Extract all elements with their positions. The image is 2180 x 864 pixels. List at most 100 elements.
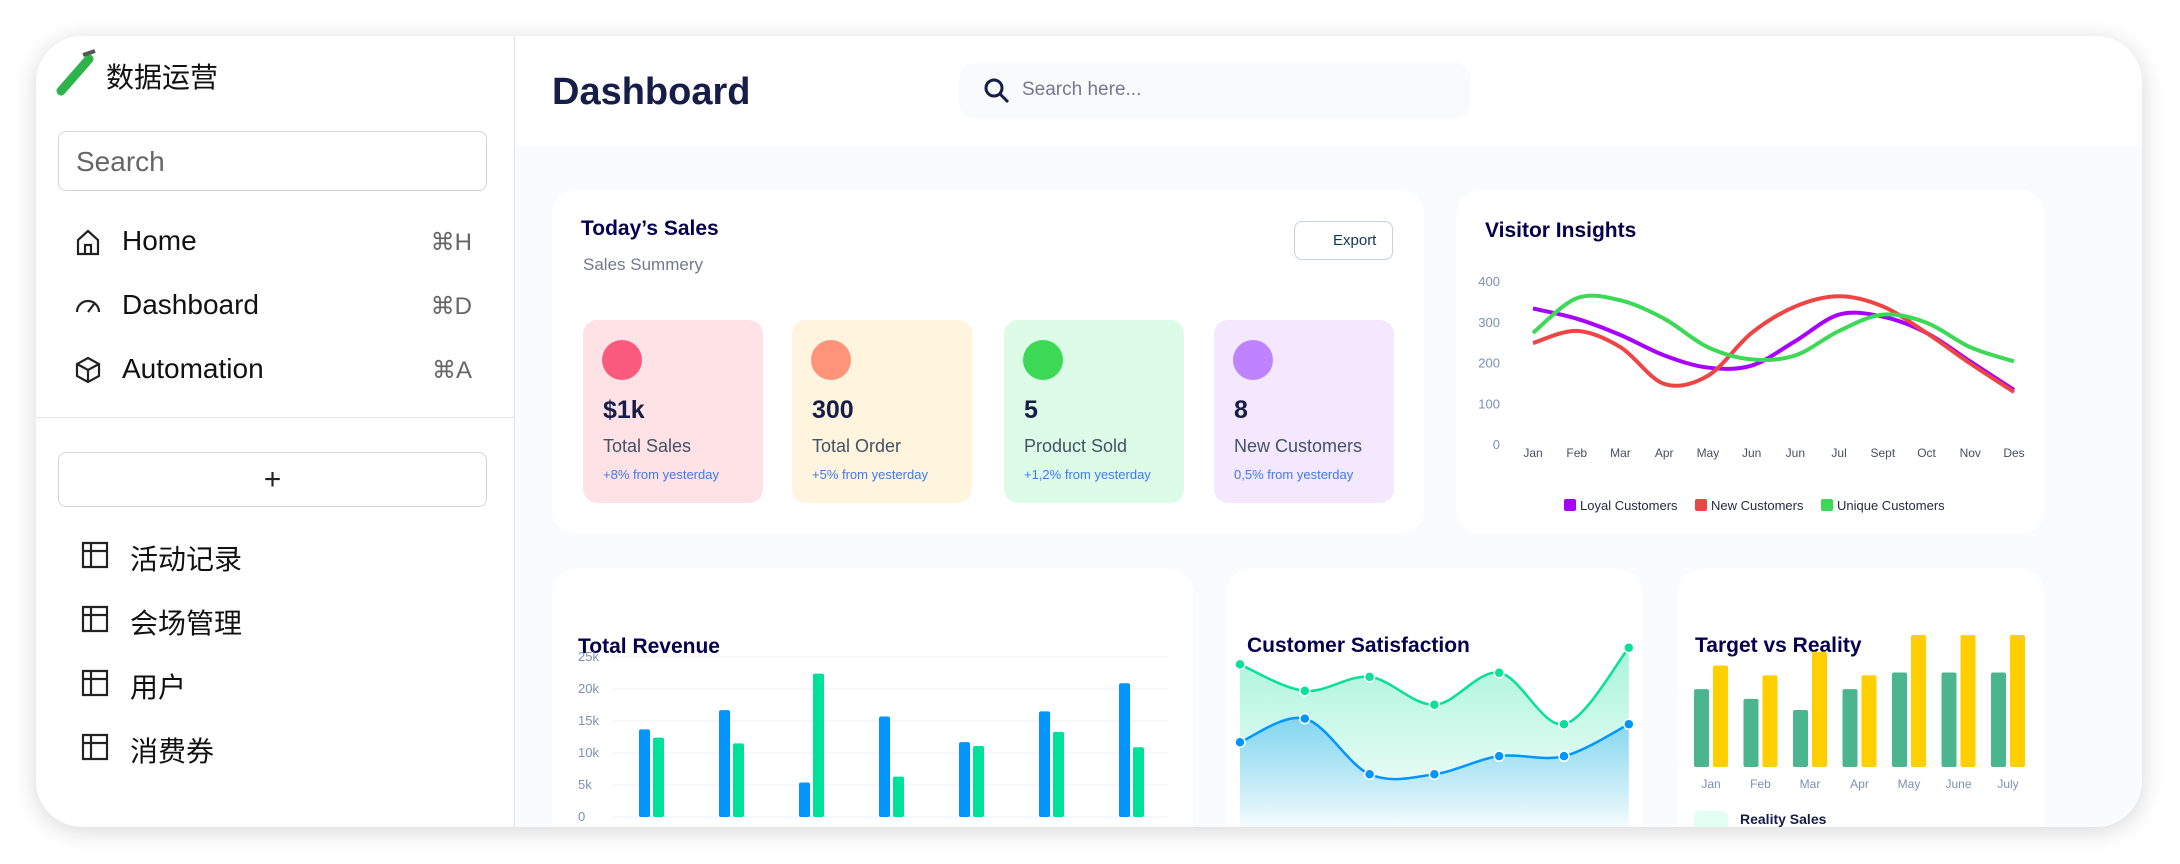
stat-icon xyxy=(811,340,851,380)
stat-change: +5% from yesterday xyxy=(812,467,928,482)
stat-card: 8 New Customers 0,5% from yesterday xyxy=(1214,320,1394,503)
stat-label: Total Order xyxy=(812,436,902,456)
point xyxy=(1363,671,1376,683)
x-tick-label: Jun xyxy=(1786,446,1805,460)
y-tick-label: 20k xyxy=(578,681,599,696)
point xyxy=(1428,768,1441,780)
stat-icon xyxy=(1023,340,1063,380)
x-tick-label: Nov xyxy=(1960,446,1981,460)
sidebar: 数据运营 Search + Home ⌘H Dashboard ⌘D Automatio… xyxy=(36,36,515,827)
x-tick-label: Apr xyxy=(1655,446,1674,460)
bar xyxy=(1053,731,1064,817)
bar xyxy=(813,673,824,817)
x-tick-label: Des xyxy=(2003,446,2024,460)
icon-shape xyxy=(81,605,109,633)
x-tick-label: Jan xyxy=(1523,446,1542,460)
line-series xyxy=(1532,306,2016,392)
stat-change: +8% from yesterday xyxy=(603,467,719,482)
brand: 数据运营 xyxy=(106,62,219,93)
legend-label: Reality Sales xyxy=(1740,811,1827,827)
stat-change: +1,2% from yesterday xyxy=(1024,467,1151,482)
legend-label: New Customers xyxy=(1711,498,1804,513)
y-tick-label: 0 xyxy=(1493,437,1500,452)
bar xyxy=(719,710,730,817)
stat-label: Total Sales xyxy=(603,436,692,456)
bar xyxy=(959,742,970,817)
point xyxy=(1623,641,1635,654)
y-tick-label: 100 xyxy=(1478,396,1500,411)
x-tick-label: Jan xyxy=(1701,777,1720,791)
point xyxy=(1428,698,1441,711)
bar xyxy=(1991,672,2006,767)
x-tick-label: May xyxy=(1697,446,1720,460)
table-link: 活动记录 xyxy=(130,544,243,575)
legend-label: Loyal Customers xyxy=(1580,498,1678,513)
sidebar-search[interactable]: Search xyxy=(58,131,487,191)
search-bar[interactable]: Search here... xyxy=(959,63,1470,118)
nav-shortcut: ⌘H xyxy=(430,229,472,256)
sales-title: Today’s Sales xyxy=(581,217,719,240)
x-tick-label: Apr xyxy=(1850,777,1869,791)
stat-card: 5 Product Sold +1,2% from yesterday xyxy=(1004,320,1184,503)
bar xyxy=(733,743,744,817)
chart-title: Customer Satisfaction xyxy=(1247,634,1470,657)
export-button[interactable]: Export xyxy=(1294,221,1393,260)
table-icon xyxy=(81,733,109,761)
legend-swatch xyxy=(1564,499,1576,511)
x-tick-label: Mar xyxy=(1610,446,1631,460)
x-tick-label: Feb xyxy=(1750,777,1771,791)
bar xyxy=(1039,711,1050,817)
legend-swatch xyxy=(1821,499,1833,511)
icon-shape xyxy=(81,669,109,697)
bar xyxy=(1842,689,1858,767)
point xyxy=(1623,718,1635,730)
stat-label: Product Sold xyxy=(1024,436,1128,456)
stat-value: 8 xyxy=(1234,396,1248,424)
bar xyxy=(1713,665,1728,767)
point xyxy=(1493,750,1505,762)
point xyxy=(1299,685,1311,697)
nav-shortcut: ⌘A xyxy=(431,357,472,384)
page-title: Dashboard xyxy=(552,71,751,113)
nav-icon xyxy=(75,356,101,384)
nav-icon xyxy=(76,229,100,256)
bar xyxy=(1960,634,1976,767)
add-button[interactable]: + xyxy=(58,452,487,507)
bar xyxy=(893,776,904,817)
table-icon xyxy=(81,669,109,697)
y-tick-label: 15k xyxy=(578,713,599,728)
bar xyxy=(879,716,890,817)
stat-icon xyxy=(1233,340,1273,380)
line-series xyxy=(1532,294,2016,394)
bar xyxy=(1133,747,1144,817)
nav-label: Dashboard xyxy=(122,289,259,320)
table-link: 用户 xyxy=(130,672,187,703)
stat-value: 5 xyxy=(1024,396,1038,424)
stat-value: 300 xyxy=(812,396,854,424)
bar xyxy=(1941,672,1957,767)
nav-icon xyxy=(75,299,101,313)
icon-shape xyxy=(81,733,109,761)
point xyxy=(1558,718,1570,730)
icon-shape xyxy=(81,541,109,569)
bar xyxy=(973,745,984,817)
x-tick-label: Jun xyxy=(1742,446,1761,460)
sales-panel: Today’s Sales Sales Summery Export $1k To… xyxy=(552,190,1424,534)
point xyxy=(1299,712,1311,725)
target-panel xyxy=(1677,569,2044,827)
legend-swatch xyxy=(1695,499,1707,511)
nav-label: Automation xyxy=(122,353,264,384)
bar xyxy=(1861,675,1877,767)
point xyxy=(1363,768,1376,780)
bar xyxy=(1911,634,1926,767)
x-tick-label: July xyxy=(1997,777,2018,791)
nav-label: Home xyxy=(122,225,197,256)
x-tick-label: Sept xyxy=(1870,446,1895,460)
stat-card: $1k Total Sales +8% from yesterday xyxy=(583,320,763,503)
visitor-panel xyxy=(1457,190,2044,534)
y-tick-label: 10k xyxy=(578,745,599,760)
bar xyxy=(639,729,650,817)
bar xyxy=(1892,672,1907,767)
table-icon xyxy=(81,541,109,569)
x-tick-label: Feb xyxy=(1566,446,1587,460)
